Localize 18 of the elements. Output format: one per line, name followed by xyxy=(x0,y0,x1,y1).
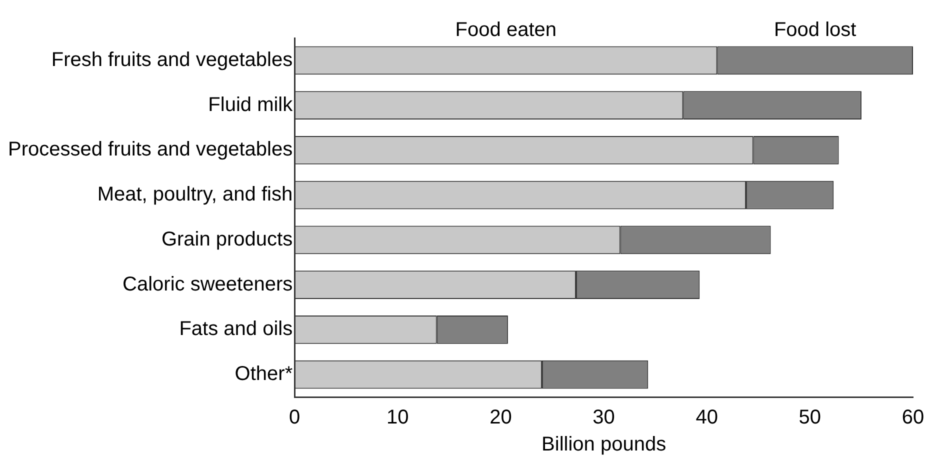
y-tick-label: Processed fruits and vegetables xyxy=(8,138,293,161)
x-tick-label: 0 xyxy=(289,406,300,429)
y-tick-label: Meat, poultry, and fish xyxy=(97,184,293,206)
y-tick-label: Fats and oils xyxy=(179,318,293,340)
x-axis-title: Billion pounds xyxy=(542,434,666,456)
series-label: Food eaten xyxy=(455,18,556,41)
y-tick-label: Caloric sweeteners xyxy=(122,273,293,296)
x-tick-label: 50 xyxy=(798,406,822,429)
x-tick-label: 60 xyxy=(902,406,924,429)
x-tick-label: 30 xyxy=(592,406,615,429)
x-tick-label: 10 xyxy=(386,406,409,429)
y-tick-label: Other* xyxy=(234,363,293,386)
y-tick-label: Grain products xyxy=(161,228,293,250)
y-tick-label: Fluid milk xyxy=(208,94,294,116)
x-tick-label: 40 xyxy=(696,406,718,429)
series-label: Food lost xyxy=(774,18,857,41)
x-tick-label: 20 xyxy=(490,406,512,429)
y-tick-label: Fresh fruits and vegetables xyxy=(51,48,293,71)
